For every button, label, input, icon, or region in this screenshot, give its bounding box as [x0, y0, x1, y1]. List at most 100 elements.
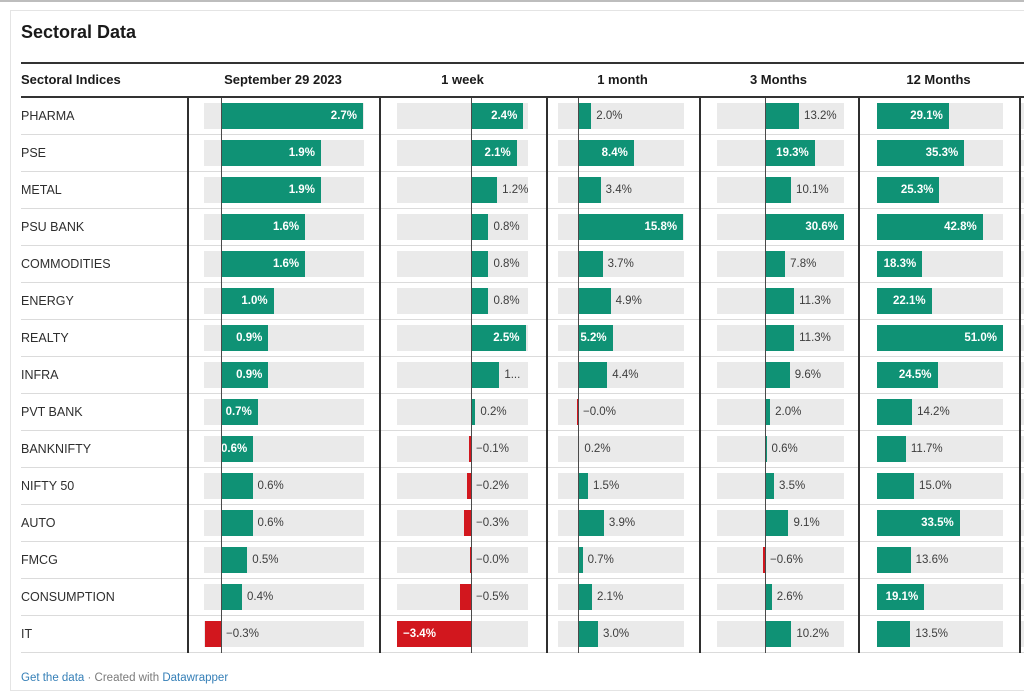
bar-value-label: 0.2% — [480, 406, 507, 418]
bar-positive — [471, 177, 498, 203]
header-rule-bottom — [21, 96, 1024, 98]
bar-value-label: −0.5% — [476, 591, 509, 603]
bar-positive — [877, 103, 949, 129]
bar-positive — [578, 288, 611, 314]
bar-positive — [221, 362, 269, 388]
table-row: PHARMA 2.7% 2.4% 2.0% 13.2% 29.1% — [21, 98, 1024, 135]
bar-track — [717, 473, 844, 499]
bar-value-label: 15.8% — [644, 221, 678, 233]
bar-value-label: 18.3% — [883, 258, 917, 270]
datawrapper-link[interactable]: Datawrapper — [162, 672, 229, 684]
sector-label: ENERGY — [21, 294, 74, 308]
bar-value-label: 25.3% — [900, 184, 934, 196]
bar-value-label: 3.4% — [605, 184, 632, 196]
table-row: INFRA 0.9% 1... 4.4% 9.6% 24.5% — [21, 357, 1024, 394]
zero-axis-line — [471, 98, 472, 653]
bar-value-label: 0.8% — [493, 258, 520, 270]
next-column-track-stub — [1021, 547, 1024, 573]
bar-value-label: 2.7% — [330, 110, 358, 122]
bar-positive — [471, 325, 526, 351]
bar-track — [397, 473, 528, 499]
bar-value-label: −0.3% — [226, 628, 259, 640]
bar-value-label: 13.2% — [804, 110, 837, 122]
next-column-track-stub — [1021, 510, 1024, 536]
bar-positive — [221, 251, 306, 277]
bar-track — [204, 621, 364, 647]
bar-positive — [765, 584, 772, 610]
bar-positive — [578, 621, 598, 647]
bar-value-label: 0.6% — [257, 480, 284, 492]
column-separator — [699, 98, 701, 653]
bar-value-label: 0.4% — [247, 591, 274, 603]
bar-value-label: 4.9% — [615, 295, 642, 307]
sector-label: CONSUMPTION — [21, 590, 115, 604]
bar-value-label: −3.4% — [403, 628, 436, 640]
bar-value-label: 0.6% — [221, 443, 248, 455]
bar-positive — [578, 473, 588, 499]
bar-value-label: 4.4% — [612, 369, 639, 381]
zero-axis-line — [578, 98, 579, 653]
bar-positive — [578, 177, 601, 203]
bar-positive — [877, 177, 940, 203]
bar-value-label: 13.5% — [915, 628, 948, 640]
table-body: PHARMA 2.7% 2.4% 2.0% 13.2% 29.1% PSE 1.9% 2.1% 8… — [21, 98, 1024, 653]
table-row: METAL 1.9% 1.2% 3.4% 10.1% 25.3% — [21, 172, 1024, 209]
bar-value-label: 0.5% — [252, 554, 279, 566]
bar-negative — [468, 436, 471, 462]
column-separator — [858, 98, 860, 653]
bar-value-label: 3.0% — [602, 628, 630, 640]
bar-positive — [877, 547, 911, 573]
bar-positive — [877, 473, 915, 499]
bar-value-label: 33.5% — [921, 517, 954, 529]
bar-track — [397, 399, 528, 425]
table-row: PVT BANK 0.7% 0.2% −0.0% 2.0% 14.2% — [21, 394, 1024, 431]
bar-value-label: −0.2% — [476, 480, 509, 492]
bar-value-label: 1.6% — [272, 258, 300, 270]
bar-positive — [765, 140, 815, 166]
bar-positive — [471, 103, 524, 129]
bar-track — [397, 288, 528, 314]
bar-value-label: −0.0% — [476, 554, 509, 566]
table-row: AUTO 0.6% −0.3% 3.9% 9.1% 33.5% — [21, 505, 1024, 542]
bar-value-label: 1.9% — [288, 147, 315, 159]
bar-value-label: 0.9% — [236, 369, 263, 381]
bar-positive — [765, 325, 795, 351]
column-header-date: September 29 2023 — [224, 72, 342, 87]
zero-axis-line — [765, 98, 766, 653]
bar-positive — [221, 288, 274, 314]
bar-value-label: 0.2% — [584, 443, 611, 455]
table-row: IT −0.3% −3.4% 3.0% 10.2% 13.5% — [21, 616, 1024, 653]
bar-positive — [765, 510, 789, 536]
header-rule-top — [21, 62, 1024, 64]
next-column-track-stub — [1021, 621, 1024, 647]
bar-value-label: 11.3% — [799, 332, 831, 344]
bar-value-label: 11.3% — [799, 295, 831, 307]
next-column-track-stub — [1021, 399, 1024, 425]
bar-track — [558, 325, 684, 351]
table-row: REALTY 0.9% 2.5% 5.2% 11.3% 51.0% — [21, 320, 1024, 357]
bar-positive — [877, 288, 932, 314]
bar-value-label: 0.9% — [236, 332, 263, 344]
zero-axis-line — [221, 98, 222, 653]
bar-value-label: 14.2% — [917, 406, 950, 418]
bar-value-label: 13.6% — [915, 554, 949, 566]
bar-positive — [221, 510, 253, 536]
bar-value-label: 24.5% — [898, 369, 932, 381]
footer-dot: · — [87, 672, 92, 684]
sector-label: NIFTY 50 — [21, 479, 75, 493]
column-header-1week: 1 week — [441, 72, 484, 87]
chart-card: Sectoral Data Sectoral Indices September… — [10, 10, 1024, 691]
next-column-track-stub — [1021, 473, 1024, 499]
bar-negative — [205, 621, 221, 647]
bar-negative — [470, 547, 471, 573]
bar-value-label: 51.0% — [964, 332, 997, 344]
bar-positive — [578, 584, 592, 610]
sector-label: BANKNIFTY — [21, 442, 92, 456]
sector-label: INFRA — [21, 368, 59, 382]
get-data-link[interactable]: Get the data — [21, 672, 85, 684]
bar-value-label: 0.6% — [257, 517, 284, 529]
bar-positive — [578, 547, 583, 573]
bar-value-label: 10.1% — [796, 184, 829, 196]
chart-footer: Get the data · Created with Datawrapper — [21, 672, 228, 684]
bar-positive — [578, 362, 608, 388]
